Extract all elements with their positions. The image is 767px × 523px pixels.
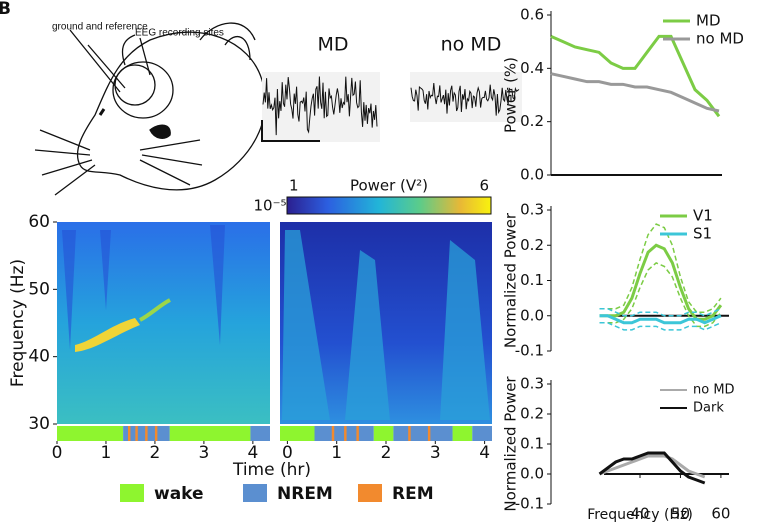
y-tick-label: -0.1 — [515, 495, 544, 513]
eeg-trace — [410, 82, 520, 116]
legend-label: wake — [154, 484, 204, 504]
x-tick-label: 0 — [52, 443, 63, 463]
legend-swatch — [120, 484, 144, 502]
hypnogram-segment — [57, 426, 124, 441]
y-tick-label: 0.0 — [520, 465, 544, 483]
hypnogram-segment — [135, 426, 138, 441]
hypnogram-segment — [128, 426, 131, 441]
hypnogram-segment — [154, 426, 158, 441]
y-tick-label: -0.1 — [515, 342, 544, 360]
y-tick-label: 0.1 — [520, 435, 544, 453]
hypnogram-segment — [393, 426, 453, 441]
x-tick-label: 1 — [101, 443, 112, 463]
y-tick-label: 0.4 — [520, 59, 544, 77]
y-tick-label: 50 — [28, 279, 50, 299]
error-line — [599, 322, 722, 331]
series-line — [599, 314, 722, 325]
x-tick-label: 2 — [150, 443, 161, 463]
y-axis-label: Frequency (Hz) — [8, 259, 28, 387]
x-tick-label: 4 — [247, 443, 258, 463]
legend-label: no MD — [693, 383, 735, 398]
mouse-drawing — [34, 22, 267, 196]
x-axis-label: Frequency (Hz) — [587, 507, 693, 523]
hypnogram-segment — [169, 426, 251, 441]
y-tick-label: 0.3 — [520, 375, 544, 393]
x-tick-label: 60 — [711, 505, 730, 523]
x-axis-label: Time (hr) — [232, 460, 311, 480]
x-tick-label: 2 — [381, 443, 392, 463]
legend-swatch — [243, 484, 267, 502]
legend-label: S1 — [693, 225, 712, 243]
series-line — [599, 243, 723, 321]
colorbar-label: Power (V²) — [350, 177, 428, 195]
x-tick-label: 3 — [198, 443, 209, 463]
mouse-label: ground and reference — [52, 22, 148, 33]
hypnogram-segment — [452, 426, 473, 441]
x-tick-label: 4 — [479, 443, 490, 463]
y-axis-label: Normalized Power — [502, 212, 520, 348]
y-tick-label: 0.2 — [520, 405, 544, 423]
hypnogram-segment — [356, 426, 359, 441]
legend-label: no MD — [696, 30, 744, 48]
x-tick-label: 0 — [282, 443, 293, 463]
legend-label: V1 — [693, 207, 713, 225]
y-tick-label: 0.3 — [520, 201, 544, 219]
colorbar-tick-label: 6 — [479, 177, 489, 195]
y-tick-label: 0.2 — [520, 236, 544, 254]
hypnogram-segment — [408, 426, 411, 441]
hypnogram-segment — [472, 426, 492, 441]
hypnogram-segment — [427, 426, 431, 441]
trace-title: MD — [317, 34, 348, 56]
hypnogram-segment — [250, 426, 270, 441]
legend-label: MD — [696, 12, 721, 30]
error-line — [599, 307, 722, 317]
legend-label: Dark — [693, 401, 724, 416]
legend-label: REM — [392, 484, 434, 504]
y-tick-label: 30 — [28, 414, 50, 434]
y-tick-label: 0.0 — [520, 306, 544, 324]
hypnogram-segment — [145, 426, 148, 441]
eeg-trace — [262, 76, 378, 136]
y-tick-label: 0.1 — [520, 271, 544, 289]
y-axis-label: Normalized Power — [502, 376, 520, 512]
x-tick-label: 40 — [630, 505, 649, 523]
y-tick-label: 0.6 — [520, 6, 544, 24]
y-tick-label: 60 — [28, 212, 50, 232]
colorbar-tick-label: 1 — [289, 177, 299, 195]
colorbar-scale: 10⁻⁵ — [253, 197, 286, 215]
x-tick-label: 3 — [430, 443, 441, 463]
y-axis-label: Power (%) — [502, 57, 520, 133]
series-line — [599, 454, 706, 479]
legend-label: NREM — [277, 484, 333, 504]
hypnogram-segment — [344, 426, 347, 441]
y-tick-label: 0.2 — [520, 112, 544, 130]
hypnogram-segment — [373, 426, 394, 441]
mouse-label: EEG recording sites — [135, 28, 224, 39]
y-tick-label: 40 — [28, 347, 50, 367]
x-tick-label: 1 — [331, 443, 342, 463]
legend-swatch — [358, 484, 382, 502]
scale-bar — [261, 120, 320, 142]
series-line — [598, 451, 706, 485]
series-line — [550, 34, 721, 118]
error-line — [599, 223, 722, 313]
panel-label: B — [0, 0, 11, 19]
hypnogram-segment — [331, 426, 335, 441]
spectrogram-image — [57, 222, 492, 424]
error-line — [599, 261, 722, 328]
trace-title: no MD — [441, 34, 502, 56]
colorbar — [286, 196, 492, 215]
hypnogram-segment — [280, 426, 315, 441]
y-tick-label: 0.0 — [520, 166, 544, 184]
series-line — [550, 72, 720, 113]
x-tick-label: 50 — [671, 505, 690, 523]
